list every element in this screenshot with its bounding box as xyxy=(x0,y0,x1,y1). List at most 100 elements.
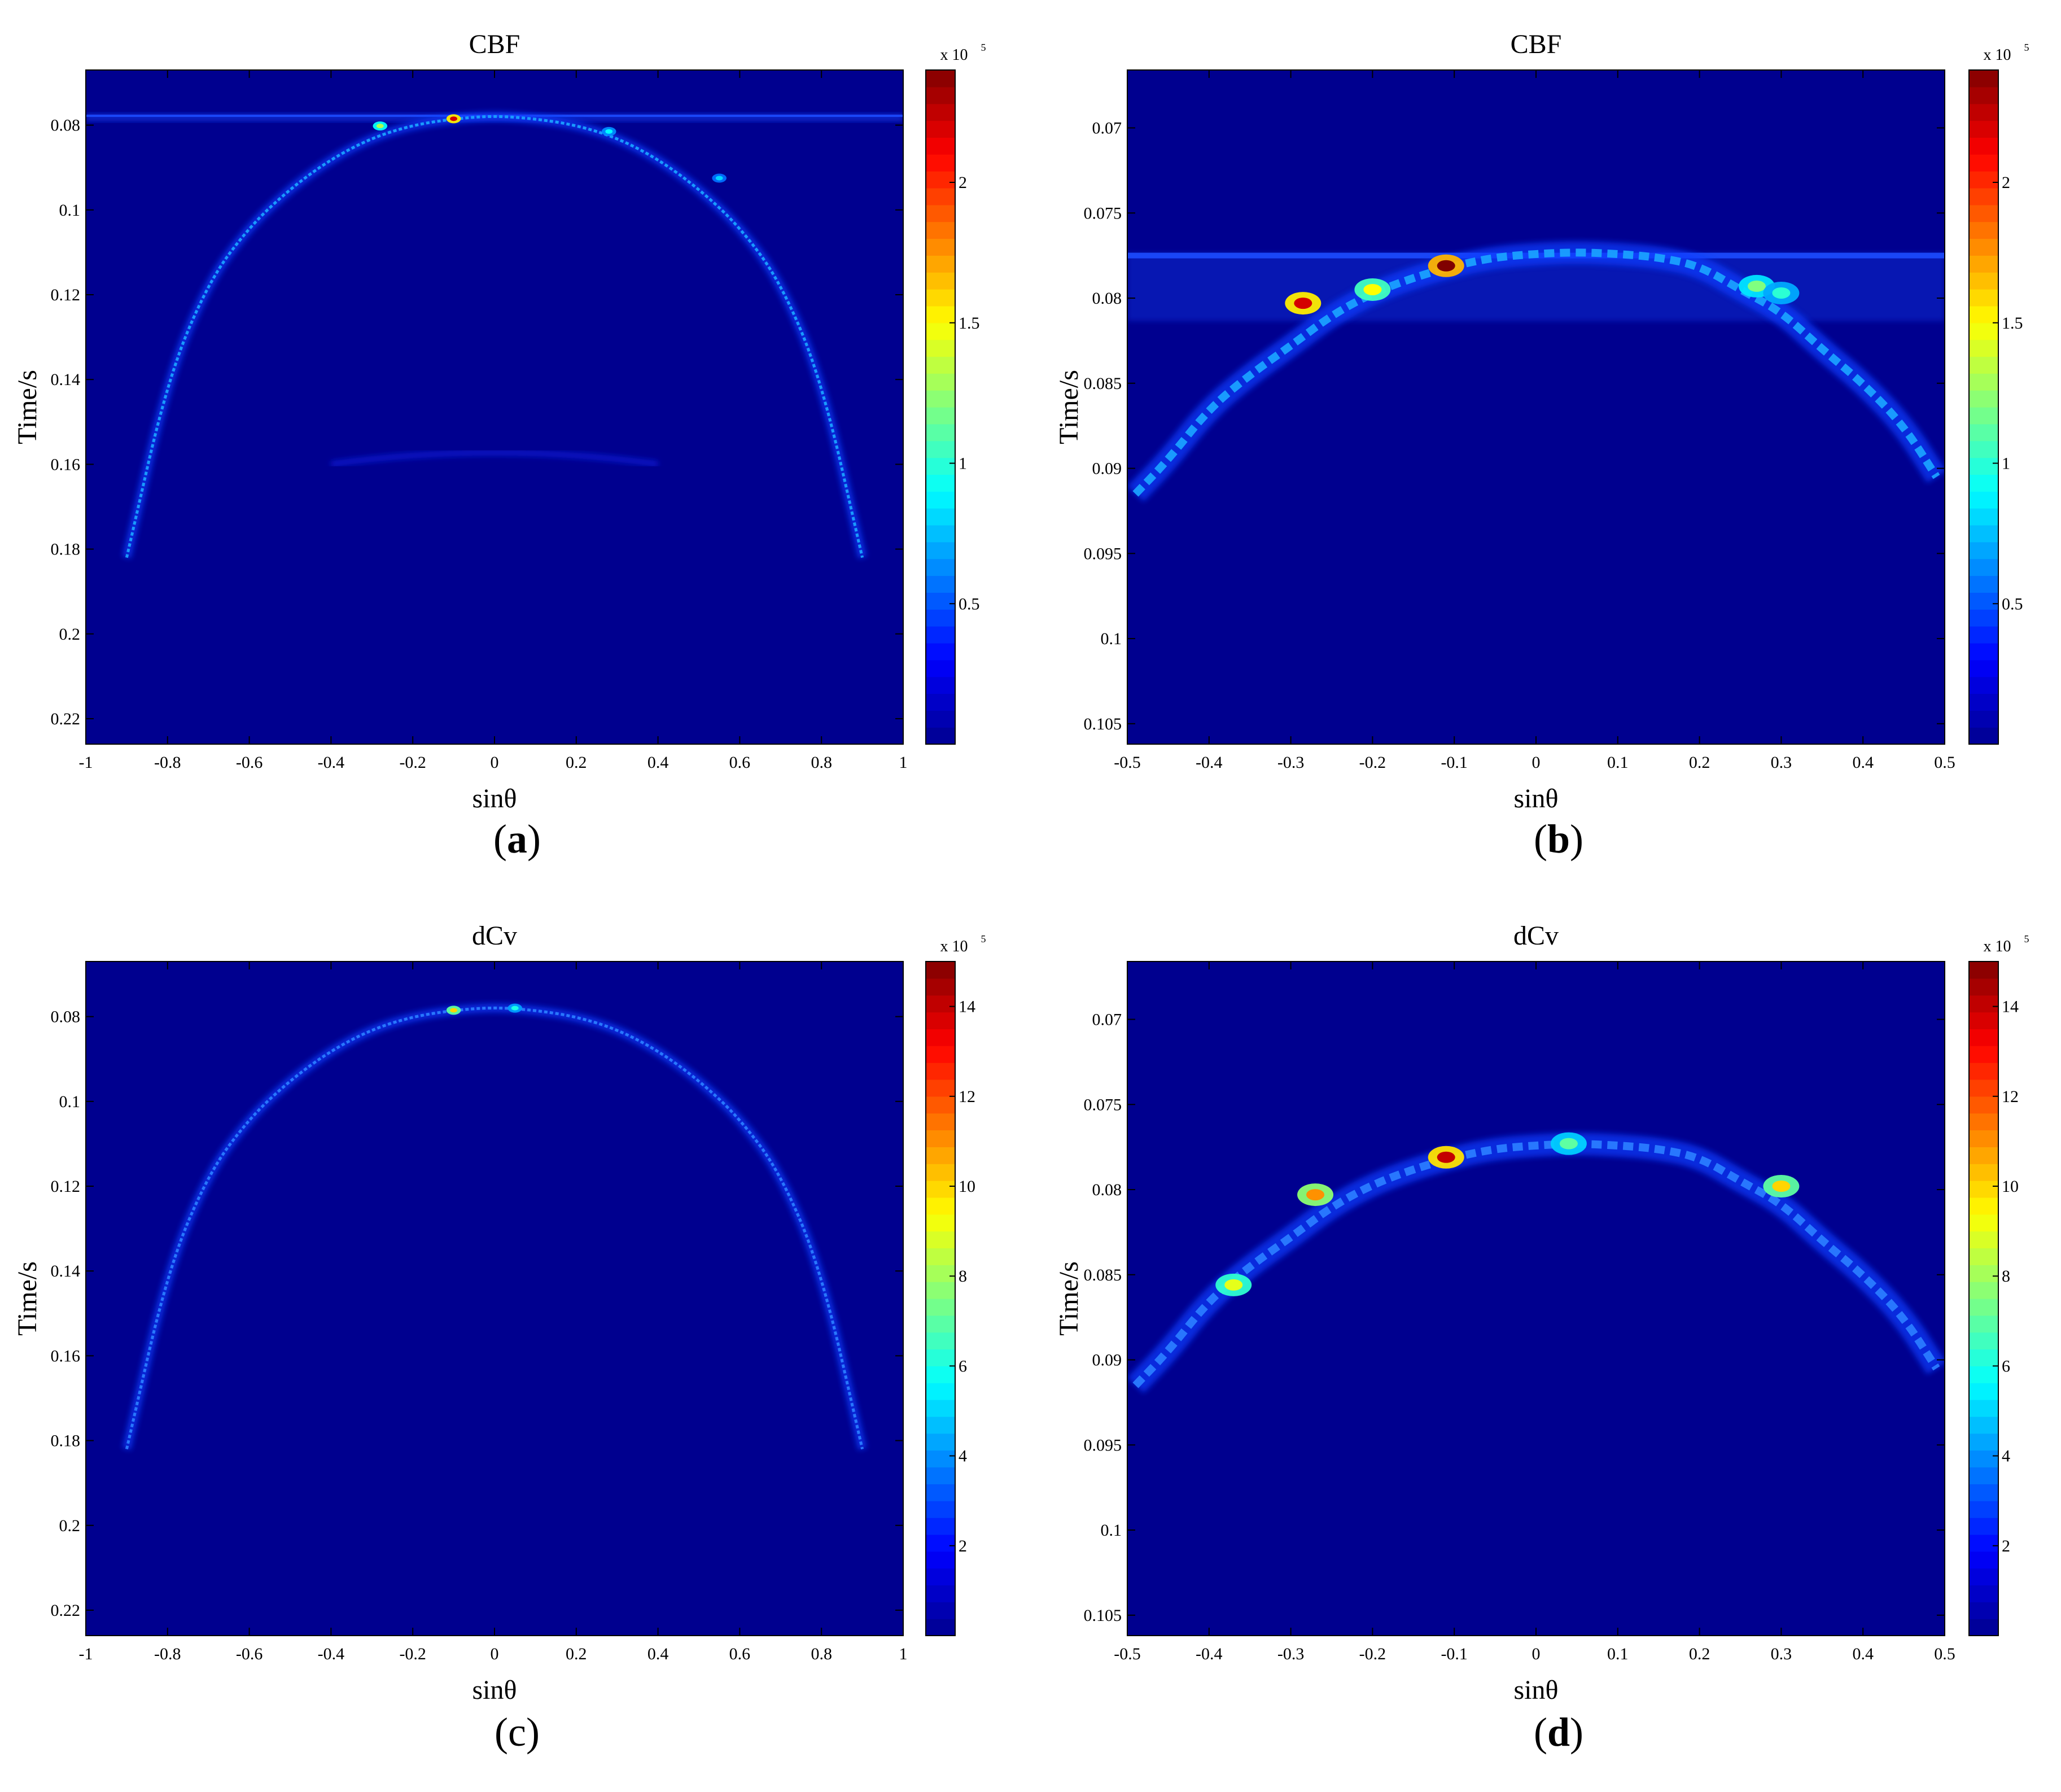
colorbar-segment xyxy=(1969,1619,1998,1636)
y-tick-label: 0.1 xyxy=(1101,1521,1122,1540)
colorbar-segment xyxy=(1969,457,1998,475)
colorbar-tick-label: 14 xyxy=(959,998,975,1016)
x-tick-label: 0 xyxy=(1532,1645,1541,1663)
colorbar-segment xyxy=(1969,1602,1998,1619)
ridge-line xyxy=(1132,1140,1940,1388)
colorbar-segment xyxy=(926,1518,955,1535)
colorbar-segment xyxy=(926,474,955,492)
colorbar-segment xyxy=(1969,1214,1998,1232)
colorbar-segment xyxy=(926,1619,955,1636)
colorbar-exponent: 5 xyxy=(981,42,986,53)
x-tick-label: 0.5 xyxy=(1934,1645,1955,1663)
colorbar-segment xyxy=(926,1450,955,1468)
y-tick-label: 0.09 xyxy=(1092,1351,1122,1370)
colorbar-segment xyxy=(1969,1534,1998,1552)
colorbar-segment xyxy=(926,592,955,610)
colorbar-segment xyxy=(1969,1299,1998,1316)
colorbar-segment xyxy=(1969,508,1998,526)
colorbar-segment xyxy=(926,1181,955,1198)
colorbar-tick-label: 14 xyxy=(2002,998,2019,1016)
x-tick-label: -0.2 xyxy=(1359,1645,1386,1663)
colorbar-segment xyxy=(1969,1282,1998,1299)
colorbar-multiplier: x 10 xyxy=(940,46,968,64)
y-tick-label: 0.07 xyxy=(1092,1011,1122,1029)
colorbar-segment xyxy=(926,1231,955,1249)
colorbar-segment xyxy=(1969,103,1998,121)
colorbar-segment xyxy=(926,609,955,627)
colorbar-segment xyxy=(926,727,955,745)
x-axis-label: sinθ xyxy=(1513,1675,1558,1705)
x-tick-label: 1 xyxy=(899,753,908,772)
x-tick-label: 0.5 xyxy=(1934,753,1955,772)
colorbar-segment xyxy=(926,1164,955,1181)
plot-area xyxy=(1127,70,1945,744)
y-tick-label: 0.12 xyxy=(51,286,81,304)
y-tick-label: 0.18 xyxy=(51,540,81,559)
colorbar-tick-label: 1 xyxy=(2002,454,2010,473)
colorbar-segment xyxy=(1969,171,1998,189)
x-tick-label: -0.5 xyxy=(1114,753,1141,772)
colorbar-segment xyxy=(1969,86,1998,104)
plot-area xyxy=(86,70,903,744)
colorbar-frame xyxy=(925,961,956,1636)
colorbar-segment xyxy=(1969,322,1998,340)
colorbar-segment xyxy=(1969,609,1998,627)
ridge-line xyxy=(125,1006,864,1450)
colorbar-segment xyxy=(926,1467,955,1484)
colorbar-segment xyxy=(1969,440,1998,458)
colorbar-tick-label: 8 xyxy=(2002,1267,2010,1286)
x-tick-label: -0.2 xyxy=(399,753,426,772)
colorbar-tick-label: 4 xyxy=(959,1447,967,1466)
colorbar-segment xyxy=(926,1063,955,1080)
y-tick-label: 0.16 xyxy=(51,1347,81,1365)
x-tick-label: 0.4 xyxy=(647,1645,669,1663)
colorbar: 2 4 6 8 10 12 14 x 10 5 xyxy=(1968,933,2029,1636)
colorbar-segment xyxy=(1969,1366,1998,1383)
peak-point xyxy=(376,124,384,129)
peak-point xyxy=(1437,260,1455,272)
x-tick-label: 0.2 xyxy=(566,1645,587,1663)
colorbar-segment xyxy=(926,255,955,273)
colorbar-segment xyxy=(926,643,955,661)
panel-label-part: ( xyxy=(493,816,507,862)
x-tick-label: -0.1 xyxy=(1441,1645,1468,1663)
colorbar-segment xyxy=(1969,1265,1998,1282)
colorbar-segment xyxy=(926,995,955,1013)
colorbar-segment xyxy=(926,1113,955,1131)
colorbar-segment xyxy=(926,626,955,644)
x-tick-label: -1 xyxy=(79,1645,93,1663)
x-tick-label: -0.6 xyxy=(236,753,263,772)
plot-content xyxy=(122,1003,867,1450)
x-axis-label: sinθ xyxy=(472,1675,517,1705)
colorbar-segment xyxy=(1969,676,1998,694)
y-axis-label: Time/s xyxy=(1054,1261,1084,1336)
y-tick-label: 0.08 xyxy=(1092,1181,1122,1199)
plot-content xyxy=(1127,241,1945,502)
colorbar-segment xyxy=(926,508,955,526)
colorbar-segment xyxy=(1969,1585,1998,1602)
colorbar-segment xyxy=(926,1012,955,1029)
peak-point xyxy=(1437,1151,1455,1163)
colorbar-tick-label: 1.5 xyxy=(959,314,980,333)
colorbar-tick-label: 1.5 xyxy=(2002,314,2023,333)
x-tick-label: 0.4 xyxy=(1852,753,1874,772)
x-tick-label: 0.4 xyxy=(647,753,669,772)
colorbar-segment xyxy=(1969,1079,1998,1097)
colorbar-tick-label: 2 xyxy=(2002,1537,2010,1555)
plot-content xyxy=(86,112,903,559)
colorbar-segment xyxy=(926,339,955,357)
colorbar-segment xyxy=(1969,423,1998,442)
x-tick-label: 1 xyxy=(899,1645,908,1663)
peak-point xyxy=(1559,1138,1578,1149)
x-tick-label: -0.3 xyxy=(1277,753,1305,772)
peak-point xyxy=(1363,283,1382,295)
colorbar-segment xyxy=(1969,1349,1998,1366)
y-tick-label: 0.105 xyxy=(1084,1606,1122,1625)
y-tick-label: 0.2 xyxy=(59,625,81,644)
y-tick-label: 0.22 xyxy=(51,710,81,728)
panel-label-part: b xyxy=(1547,816,1570,862)
x-tick-label: 0.4 xyxy=(1852,1645,1874,1663)
colorbar-segment xyxy=(1969,1012,1998,1029)
colorbar-segment xyxy=(926,154,955,172)
colorbar-segment xyxy=(1969,1029,1998,1046)
